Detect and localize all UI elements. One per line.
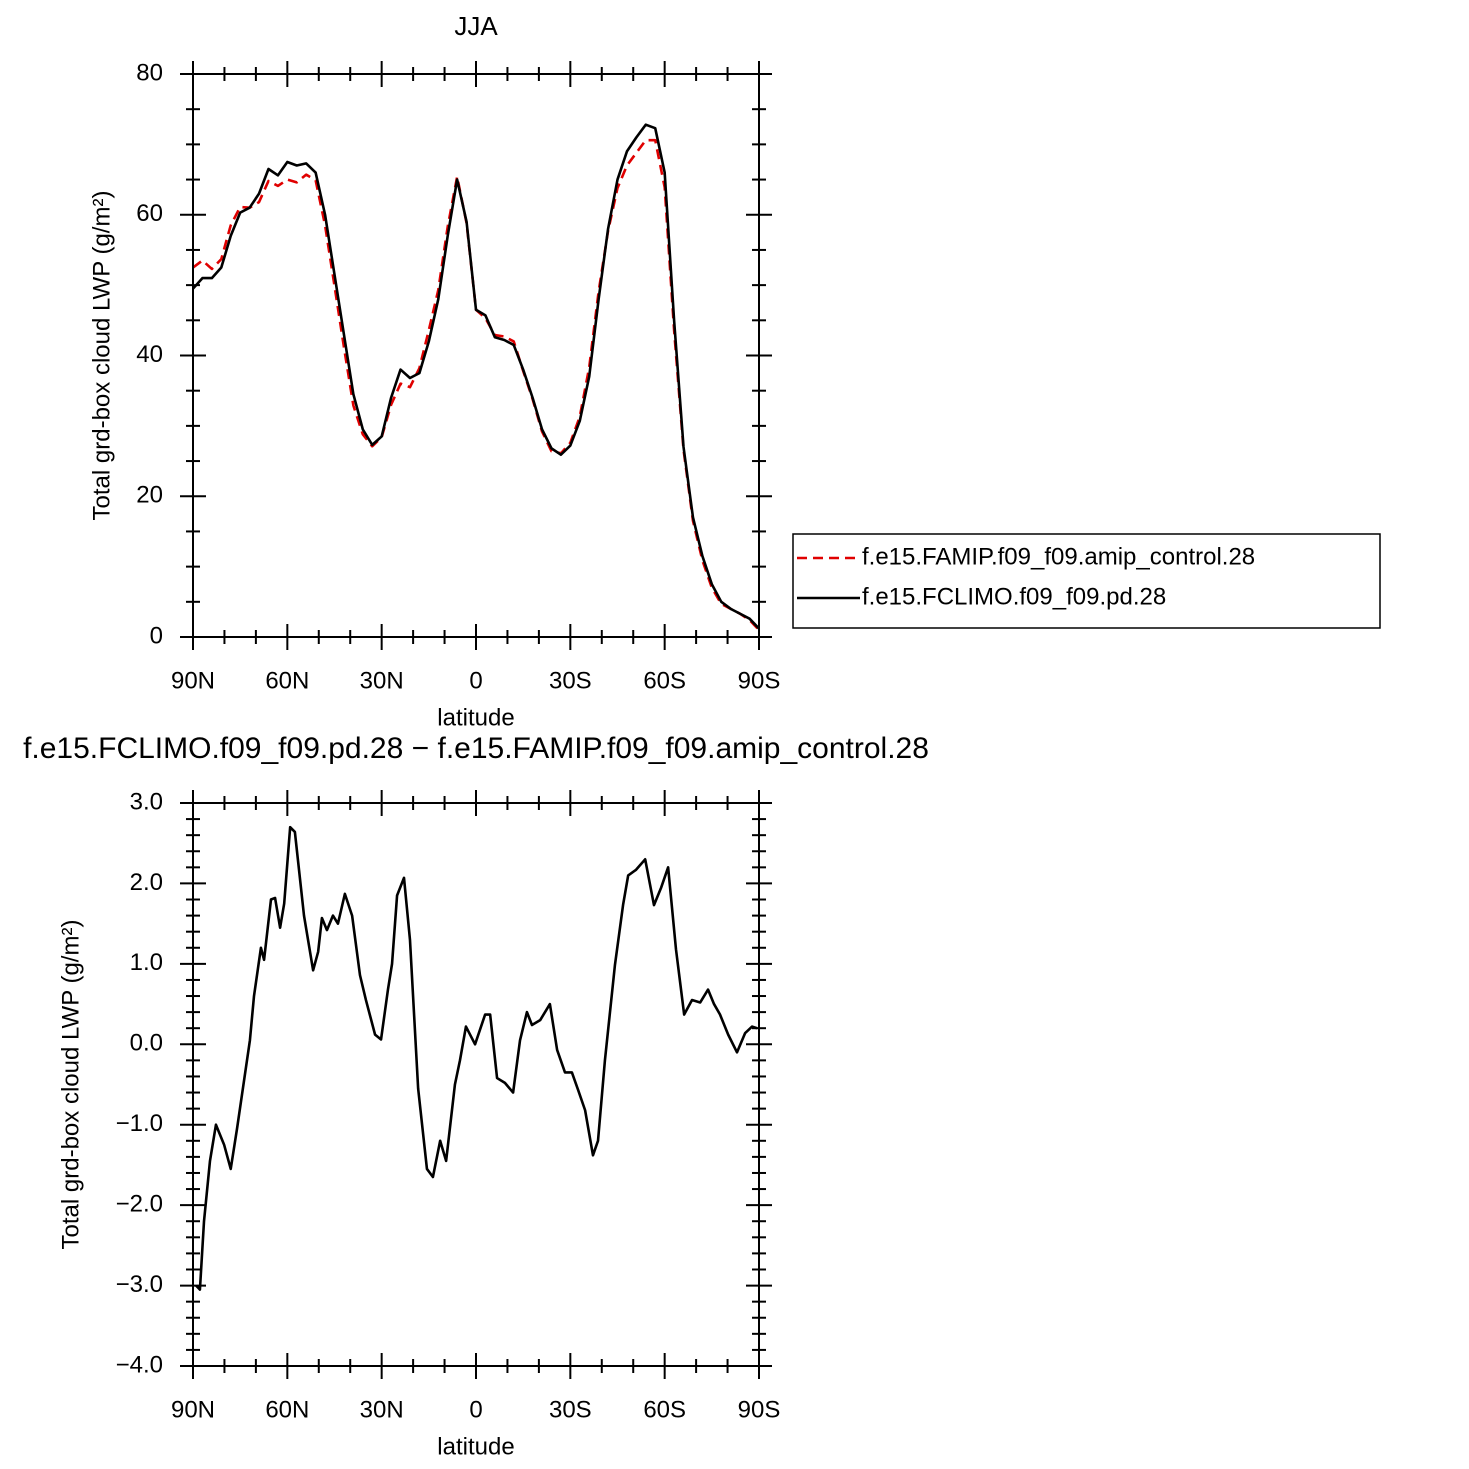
y-axis-label: Total grd-box cloud LWP (g/m²): [57, 920, 84, 1250]
y-tick-label: 60: [136, 200, 163, 227]
plot-frame: [192, 73, 760, 638]
x-tick-label: 30S: [549, 667, 592, 694]
x-tick-label: 60S: [643, 667, 686, 694]
data-line: [195, 825, 758, 1291]
x-tick-label: 0: [469, 667, 482, 694]
y-tick-label: −3.0: [116, 1271, 163, 1298]
chart-title: JJA: [454, 11, 498, 41]
y-tick-label: −2.0: [116, 1190, 163, 1217]
x-tick-label: 60S: [643, 1396, 686, 1423]
legend-label: f.e15.FAMIP.f09_f09.amip_control.28: [862, 543, 1255, 570]
plot-frame: [192, 802, 760, 1367]
x-tick-label: 90N: [171, 667, 215, 694]
x-tick-label: 30S: [549, 1396, 592, 1423]
legend-label: f.e15.FCLIMO.f09_f09.pd.28: [862, 583, 1166, 610]
data-line: [193, 123, 759, 630]
chart-title: f.e15.FCLIMO.f09_f09.pd.28 − f.e15.FAMIP…: [23, 732, 929, 765]
x-tick-label: 60N: [265, 1396, 309, 1423]
x-axis-label: latitude: [437, 1433, 514, 1460]
x-axis-label: latitude: [437, 704, 514, 731]
y-tick-label: −4.0: [116, 1351, 163, 1378]
y-tick-label: −1.0: [116, 1110, 163, 1137]
y-tick-label: 2.0: [130, 869, 163, 896]
y-tick-label: 80: [136, 59, 163, 86]
y-axis-label: Total grd-box cloud LWP (g/m²): [88, 191, 115, 521]
x-tick-label: 60N: [265, 667, 309, 694]
x-tick-label: 90S: [738, 667, 781, 694]
legend-box: [792, 533, 1381, 629]
y-tick-label: 0: [150, 622, 163, 649]
x-tick-label: 30N: [360, 1396, 404, 1423]
x-tick-label: 90N: [171, 1396, 215, 1423]
y-tick-label: 20: [136, 482, 163, 509]
y-tick-label: 0.0: [130, 1030, 163, 1057]
x-tick-label: 30N: [360, 667, 404, 694]
y-tick-label: 40: [136, 341, 163, 368]
y-tick-label: 3.0: [130, 788, 163, 815]
x-tick-label: 90S: [738, 1396, 781, 1423]
x-tick-label: 0: [469, 1396, 482, 1423]
y-tick-label: 1.0: [130, 949, 163, 976]
